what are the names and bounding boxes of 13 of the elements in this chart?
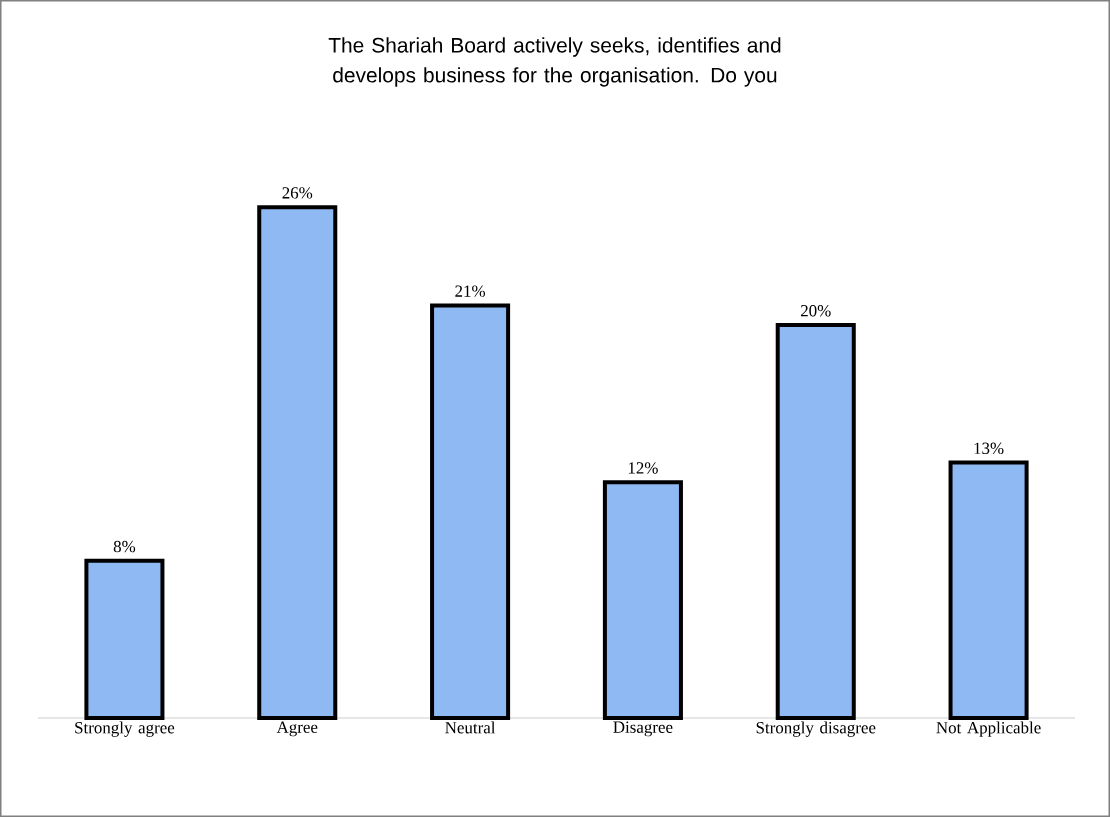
data-label: 8% [113,540,136,553]
data-label: 13% [974,442,1004,455]
data-label: 26% [282,187,313,199]
x-tick-label: Not Applicable [936,721,1041,737]
x-tick-label: Disagree [613,721,673,737]
x-tick-label: Strongly disagree [756,721,876,737]
data-label: 12% [628,462,658,474]
x-tick-label: Neutral [445,721,496,734]
x-tick-label: Agree [276,721,318,737]
x-tick-label: Strongly agree [75,721,175,737]
data-label: 21% [455,285,486,297]
chart-title: The Shariah Board actively seeks, identifies and develops business for the organisation. Do you [328,37,781,87]
data-label: 20% [800,305,831,317]
